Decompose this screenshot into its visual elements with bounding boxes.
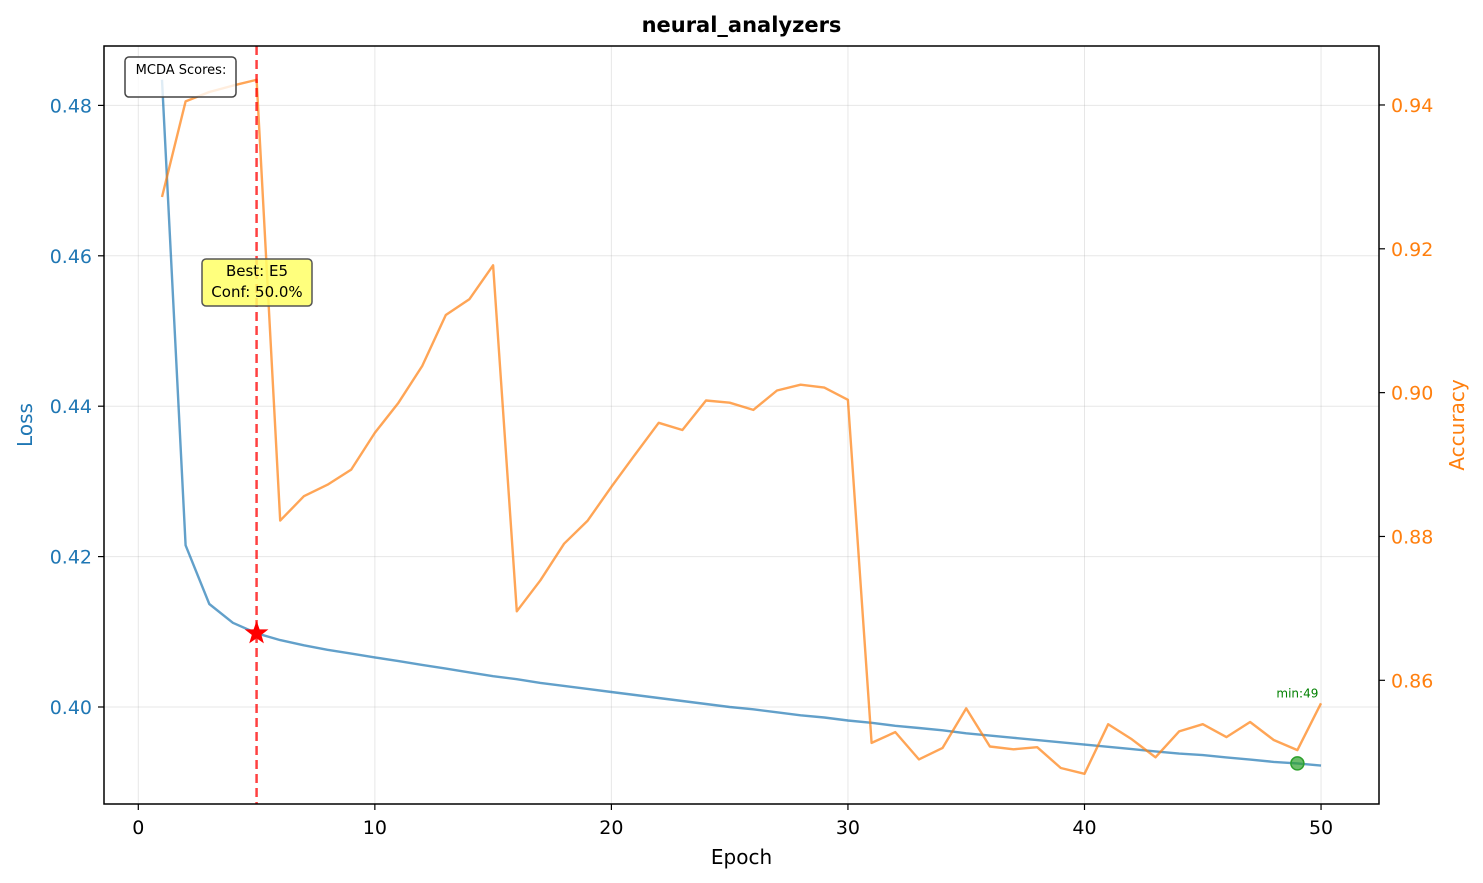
x-axis-title: Epoch [711,845,772,869]
y-axis-title-right: Accuracy [1445,379,1469,470]
y-right-tick-label: 0.94 [1391,95,1433,117]
y-left-tick-label: 0.44 [50,396,92,418]
x-tick-label: 40 [1072,817,1096,839]
loss-line [160,79,1322,767]
y-left-tick-label: 0.42 [50,547,92,569]
x-tick-label: 10 [363,817,387,839]
y-right-tick-label: 0.88 [1391,526,1433,548]
x-tick-label: 0 [132,817,144,839]
x-tick-label: 20 [599,817,623,839]
series-layer [160,78,1323,775]
min-label: min:49 [1276,686,1318,700]
y-left-tick-label: 0.48 [50,95,92,117]
chart-title: neural_analyzers [642,13,842,37]
y-left-tick-label: 0.40 [50,697,92,719]
x-tick-label: 30 [836,817,860,839]
mcda-box [124,56,237,98]
mcda-label: MCDA Scores: [136,63,227,78]
best-box-line: Conf: 50.0% [211,283,302,301]
y-right-tick-label: 0.92 [1391,239,1433,261]
best-box [201,258,313,307]
y-right-tick-label: 0.90 [1391,383,1433,405]
y-axis-title-left: Loss [13,403,37,447]
y-left-tick-label: 0.46 [50,246,92,268]
min-marker [1290,756,1305,771]
accuracy-line [160,78,1323,775]
annotation-layer: min:49 Best: E5 Conf: 50.0% MCDA Scores: [124,46,1318,804]
best-star-marker [244,620,269,644]
y-right-tick-label: 0.86 [1391,670,1433,692]
x-tick-label: 50 [1309,817,1333,839]
best-box-line: Best: E5 [226,262,288,280]
axis-ticks: 0 10 20 30 40 50 0.40 0.42 0.44 0.46 0.48 0.86 0.88 0… [50,95,1434,839]
plot-frame [103,45,1380,805]
